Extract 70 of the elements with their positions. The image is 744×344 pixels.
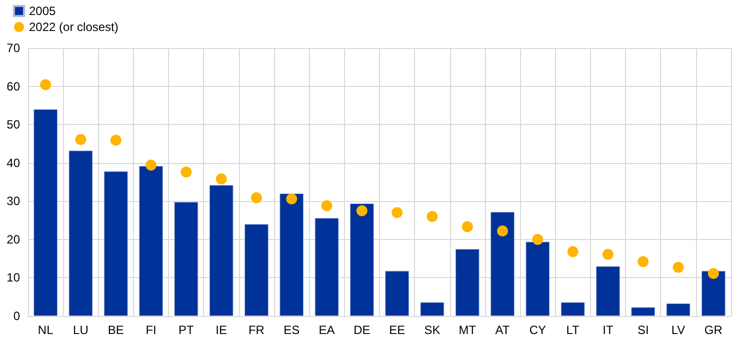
point — [392, 207, 403, 218]
bar — [139, 166, 163, 316]
x-tick-label: BE — [108, 323, 124, 337]
x-tick-label: DE — [354, 323, 370, 337]
point — [672, 262, 684, 273]
point — [567, 246, 578, 258]
x-tick-label: CY — [529, 323, 546, 337]
x-tick-label: IE — [216, 323, 227, 337]
x-tick-label: FI — [146, 323, 156, 337]
bar — [350, 203, 374, 316]
x-tick-label: EE — [389, 323, 406, 337]
point — [532, 234, 544, 245]
x-tick-label: MT — [458, 323, 477, 337]
y-tick-label: 20 — [6, 232, 20, 246]
x-tick-label: FR — [248, 323, 265, 337]
bar — [244, 224, 268, 316]
x-tick-label: GR — [704, 323, 723, 337]
point — [356, 205, 368, 216]
bar — [596, 266, 620, 316]
bar — [631, 307, 656, 316]
x-tick-label: SI — [637, 323, 649, 337]
point — [180, 166, 192, 178]
x-tick-label: LU — [73, 323, 88, 337]
x-tick-label: LV — [671, 323, 686, 337]
point — [426, 210, 438, 222]
bar — [526, 242, 550, 316]
x-tick-label: SK — [424, 323, 440, 337]
point — [708, 268, 719, 279]
point — [75, 134, 86, 145]
y-tick-label: 50 — [6, 118, 20, 132]
y-tick-label: 0 — [13, 309, 20, 323]
bar — [68, 150, 93, 316]
bar — [490, 212, 514, 316]
bar — [314, 218, 339, 316]
x-tick-label: AT — [495, 323, 510, 337]
point — [40, 79, 52, 90]
y-tick-label: 60 — [6, 79, 20, 94]
bar — [34, 109, 58, 316]
y-tick-label: 70 — [6, 41, 20, 55]
point — [462, 221, 473, 232]
y-tick-label: 10 — [6, 270, 20, 285]
legend-label: 2022 (or closest) — [29, 20, 118, 34]
point — [321, 200, 332, 212]
x-tick-label: ES — [284, 323, 300, 337]
point — [497, 226, 508, 237]
point — [638, 256, 649, 268]
bar — [701, 270, 726, 316]
point — [250, 192, 262, 204]
bar — [666, 303, 690, 316]
bar — [209, 185, 234, 316]
y-tick-label: 30 — [6, 194, 20, 208]
point — [110, 134, 122, 146]
point — [216, 173, 227, 184]
x-tick-label: PT — [178, 323, 195, 337]
x-tick-label: EA — [318, 323, 335, 337]
point — [146, 160, 157, 171]
x-tick-label: LT — [566, 323, 580, 337]
y-tick-label: 40 — [6, 156, 20, 170]
bar — [420, 302, 444, 316]
bar — [280, 193, 304, 316]
bar — [104, 171, 128, 316]
bar — [560, 302, 585, 316]
bar — [455, 249, 480, 316]
point — [286, 193, 298, 204]
bar — [385, 270, 410, 316]
bar — [174, 202, 198, 316]
point — [602, 248, 614, 260]
x-tick-label: IT — [602, 323, 614, 337]
x-tick-label: NL — [38, 323, 54, 337]
legend-label: 2005 — [29, 4, 56, 18]
